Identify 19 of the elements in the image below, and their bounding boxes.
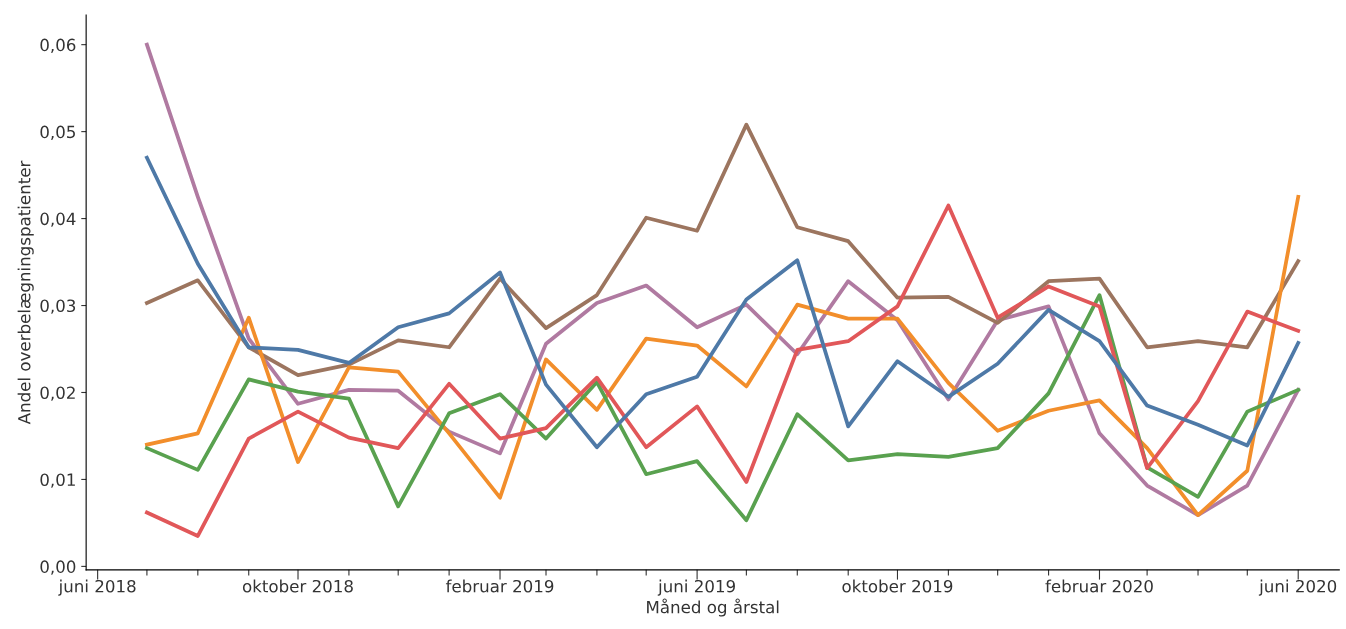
x-tick-label: februar 2020 xyxy=(1045,579,1153,593)
y-tick-label: 0,04 xyxy=(40,212,76,227)
y-tick-label: 0,01 xyxy=(40,473,75,488)
x-tick-label: juni 2019 xyxy=(657,579,735,596)
line-series xyxy=(145,155,1301,450)
x-tick-label: februar 2019 xyxy=(445,579,554,593)
line-series xyxy=(145,122,1301,377)
x-tick-label: juni 2020 xyxy=(1258,579,1337,596)
y-tick-label: 0,03 xyxy=(40,299,76,314)
y-tick-label: 0,02 xyxy=(40,386,75,401)
y-tick-label: 0,00 xyxy=(40,560,76,575)
y-axis-title: Andel overbelægningspatienter xyxy=(17,160,34,425)
x-tick-label: juni 2018 xyxy=(58,579,136,596)
y-tick-label: 0,06 xyxy=(40,38,76,53)
line-series xyxy=(145,293,1301,523)
x-tick-label: oktober 2018 xyxy=(242,579,353,593)
y-tick-label: 0,05 xyxy=(40,125,75,140)
x-axis-title: Måned og årstal xyxy=(647,598,779,617)
x-tick-label: oktober 2019 xyxy=(842,579,953,593)
